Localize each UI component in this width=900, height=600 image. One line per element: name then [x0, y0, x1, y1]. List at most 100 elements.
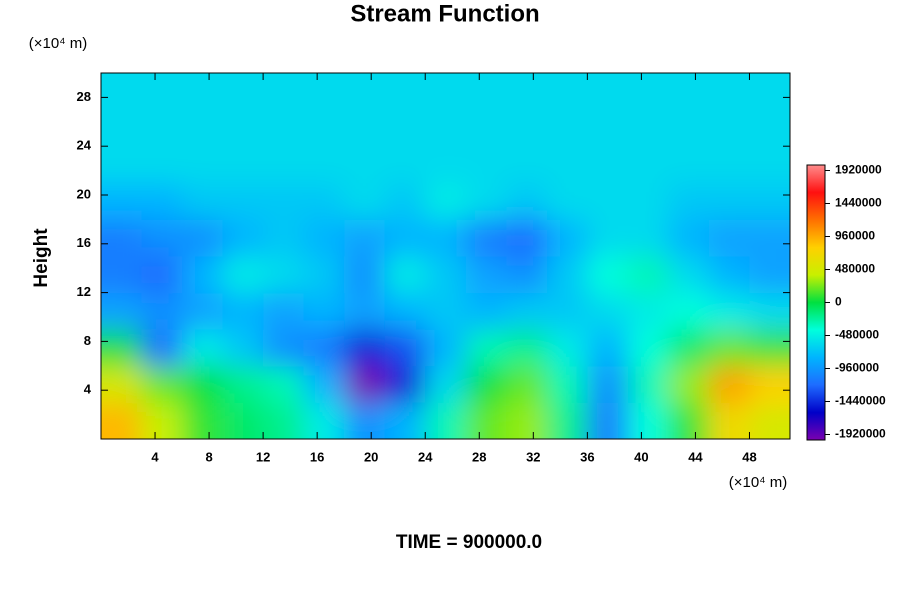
field-cell [749, 146, 790, 184]
field-cell [465, 182, 507, 220]
colorbar-tick-label: 0 [835, 295, 842, 309]
field-cell [182, 146, 224, 184]
field-cell [587, 402, 629, 439]
x-unit: (×10⁴ m) [729, 474, 788, 491]
field-cell [627, 73, 669, 111]
field-cell [546, 182, 588, 220]
field-cell [182, 182, 224, 220]
x-tick-label: 28 [472, 449, 486, 464]
field-cell [465, 109, 507, 147]
field-cell [506, 402, 548, 439]
field-cell [506, 146, 548, 184]
chart-title: Stream Function [350, 0, 539, 27]
y-tick-label: 4 [84, 382, 92, 397]
field-cell [465, 73, 507, 111]
field-cell [546, 292, 588, 330]
field-cell [263, 146, 305, 184]
footer: TIME = 900000.0 [396, 532, 542, 553]
field-cell [384, 402, 426, 439]
field-cell [749, 109, 790, 147]
field-cell [668, 292, 710, 330]
field-cell [465, 292, 507, 330]
field-cell [263, 219, 305, 257]
field-cell [182, 402, 224, 439]
field-cell [344, 329, 386, 367]
field-cell [587, 182, 629, 220]
field-cell [506, 256, 548, 294]
field-cell [222, 73, 264, 111]
field-cell [668, 219, 710, 257]
field-cell [546, 109, 588, 147]
field-cell [546, 219, 588, 257]
field-cell [303, 329, 345, 367]
field-cell [303, 146, 345, 184]
field-cell [749, 365, 790, 403]
field-cell [384, 109, 426, 147]
field-cell [101, 73, 143, 111]
field-cell [303, 219, 345, 257]
field-cell [506, 182, 548, 220]
y-tick-label: 28 [77, 89, 91, 104]
field-cell [101, 365, 143, 403]
field-cell [182, 329, 224, 367]
field-cell [384, 146, 426, 184]
field-cell [141, 329, 183, 367]
field-cell [465, 219, 507, 257]
field-cell [425, 73, 467, 111]
field-cell [101, 329, 143, 367]
field-cell [263, 109, 305, 147]
field-cell [344, 365, 386, 403]
field-cell [425, 292, 467, 330]
y-unit: (×10⁴ m) [29, 35, 88, 52]
field-cell [384, 73, 426, 111]
field-cell [587, 329, 629, 367]
field-cell [384, 329, 426, 367]
field-cell [708, 182, 750, 220]
field-cell [101, 182, 143, 220]
colorbar-tick-label: -960000 [835, 361, 879, 375]
field-cell [627, 402, 669, 439]
field-cell [749, 292, 790, 330]
field-cell [222, 292, 264, 330]
field-cell [303, 365, 345, 403]
x-tick-label: 8 [205, 449, 212, 464]
field-cell [506, 73, 548, 111]
field-cell [506, 365, 548, 403]
y-tick-label: 20 [77, 186, 91, 201]
field-cell [708, 73, 750, 111]
field-cell [627, 329, 669, 367]
field-cell [222, 256, 264, 294]
field-cell [546, 73, 588, 111]
field-cell [465, 256, 507, 294]
y-tick-label: 24 [77, 138, 92, 153]
field-cell [627, 146, 669, 184]
field-cell [303, 73, 345, 111]
field-cell [749, 182, 790, 220]
field-cell [263, 402, 305, 439]
x-tick-label: 40 [634, 449, 648, 464]
field-cell [749, 256, 790, 294]
field-cell [587, 109, 629, 147]
field-cell [182, 219, 224, 257]
field-cell [141, 182, 183, 220]
x-tick-label: 16 [310, 449, 324, 464]
field-cell [141, 365, 183, 403]
field-cell [222, 219, 264, 257]
x-tick-label: 4 [151, 449, 159, 464]
field-cell [222, 365, 264, 403]
x-tick-label: 48 [742, 449, 756, 464]
field-cell [222, 329, 264, 367]
field-cell [384, 365, 426, 403]
field-cell [263, 182, 305, 220]
field-cell [465, 146, 507, 184]
field-cell [182, 73, 224, 111]
field-cell [101, 292, 143, 330]
field-cell [425, 182, 467, 220]
field-cell [708, 219, 750, 257]
field-cell [384, 219, 426, 257]
field-cell [344, 219, 386, 257]
field-cell [344, 292, 386, 330]
field-cell [668, 402, 710, 439]
field-cell [425, 219, 467, 257]
field-cell [506, 329, 548, 367]
